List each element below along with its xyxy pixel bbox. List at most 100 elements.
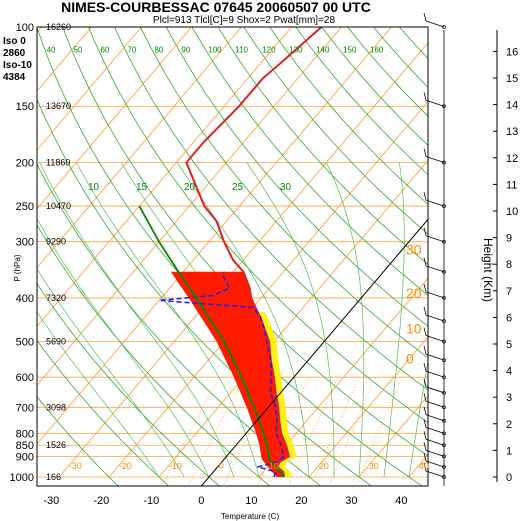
grid-layer (37, 27, 428, 486)
height-tick-label: 7 (506, 286, 512, 298)
isotherm-label: -30 (69, 461, 82, 471)
isotherm-label: 30 (406, 241, 422, 257)
wind-barb-staff (425, 156, 445, 163)
dry-adiabat-label: 160 (370, 45, 384, 54)
wind-barb-flag (423, 462, 427, 472)
wind-barb-staff (425, 335, 445, 342)
isotherm-line (258, 277, 428, 478)
height-tick-label: 4 (506, 366, 512, 378)
height-tick-label: 10 (506, 206, 518, 218)
pressure-tick-label: 200 (16, 157, 34, 169)
wind-barb-staff (425, 235, 445, 243)
geopotential-height-label: 9290 (46, 237, 66, 247)
geopotential-height-label: 16260 (46, 22, 71, 32)
mixing-ratio-label: 25 (232, 182, 244, 193)
dry-adiabat-label: 120 (262, 45, 276, 54)
mixing-ratio-line (356, 377, 403, 486)
dry-adiabat-label: 150 (343, 45, 357, 54)
wind-barb-station (442, 160, 446, 165)
moist-adiabat-line (39, 162, 235, 478)
y-axis-label: P (hPa) (13, 254, 22, 281)
plot-frame (36, 26, 429, 487)
dry-adiabat-line (37, 339, 170, 486)
wind-barb-flag (423, 393, 427, 402)
isotherm-label: 30 (369, 461, 379, 471)
isotherm-line (37, 27, 142, 151)
height-axis-label: Height (Km) (481, 238, 495, 302)
wind-barb-flag (423, 283, 427, 293)
mixing-ratio-line (328, 377, 377, 486)
wind-barb-staff (425, 450, 445, 457)
wind-barb-staff (425, 470, 445, 478)
pressure-tick-label: 400 (16, 293, 34, 305)
wind-barb-station (442, 204, 446, 208)
wind-barb-staff (425, 20, 445, 28)
mixing-ratio-label: 20 (184, 182, 196, 193)
dry-adiabat-label: 100 (208, 45, 222, 54)
height-tick-label: 6 (506, 312, 512, 324)
temperature-tick-label: -20 (93, 495, 109, 507)
wind-barb-flag (423, 378, 427, 387)
wind-barb-station (442, 443, 446, 448)
wind-barb-station (442, 405, 446, 410)
wind-barb-station (442, 390, 446, 395)
wind-barb-station (442, 475, 446, 479)
pressure-tick-label: 300 (16, 237, 34, 249)
pressure-tick-label: 900 (16, 451, 34, 463)
wind-barb-staff (425, 314, 445, 322)
pressure-tick-label: 150 (16, 101, 34, 113)
dry-adiabat-label: 130 (289, 45, 303, 54)
dry-adiabat-line (37, 224, 271, 486)
wind-barb-staff (425, 414, 445, 422)
dry-adiabat-line (165, 27, 428, 327)
wind-barb-flag (423, 191, 427, 201)
parcel-line (138, 205, 285, 478)
mixing-ratio-line (287, 377, 339, 486)
isotherm-line (37, 27, 292, 328)
pressure-tick-label: 800 (16, 428, 34, 440)
geopotential-height-label: 5690 (46, 337, 66, 347)
isotherm-label: 0 (219, 461, 224, 471)
dry-adiabat-label: 40 (47, 45, 56, 54)
height-tick-label: 5 (506, 339, 512, 351)
wind-barb-station (442, 465, 446, 469)
height-tick-label: 15 (506, 73, 518, 85)
wind-barb-flag (423, 452, 427, 462)
temperature-tick-label: 20 (295, 495, 307, 507)
dry-adiabat-label: 140 (316, 45, 330, 54)
dry-adiabat-line (62, 27, 428, 457)
wind-barb-station (442, 269, 446, 274)
geopotential-height-label: 7320 (46, 293, 66, 303)
wind-barb-staff (425, 460, 445, 468)
mixing-ratio-label: 30 (280, 182, 292, 193)
height-tick-label: 12 (506, 153, 518, 165)
height-tick-label: 0 (506, 472, 512, 484)
isotherm-line (58, 42, 428, 478)
dry-adiabat-line (37, 98, 373, 486)
moist-adiabat-line (37, 268, 185, 478)
wind-barb-staff (425, 400, 445, 408)
dewpoint-line (159, 271, 285, 478)
temperature-tick-label: -10 (143, 495, 159, 507)
mixing-ratio-label: 15 (136, 182, 148, 193)
wind-barb-flag (423, 227, 427, 236)
wind-barb-station (442, 431, 446, 436)
moist-adiabat-line (37, 217, 210, 478)
geopotential-height-label: 166 (46, 472, 61, 482)
wind-barb-station (442, 25, 446, 29)
wind-barb-station (442, 454, 446, 459)
isotherm-label: -20 (119, 461, 132, 471)
wind-barb-station (442, 339, 446, 344)
height-tick-label: 16 (506, 46, 518, 58)
height-tick-label: 1 (506, 445, 512, 457)
wind-barb-staff (425, 199, 445, 207)
dry-adiabat-label: 70 (127, 45, 136, 54)
dry-adiabat-line (37, 396, 119, 486)
dry-adiabat-line (139, 27, 428, 359)
height-tick-label: 13 (506, 126, 518, 138)
isotherm-label: 20 (319, 461, 329, 471)
wind-barb-staff (425, 353, 445, 361)
wind-barb-staff (425, 386, 445, 394)
dry-adiabat-line (114, 27, 428, 391)
